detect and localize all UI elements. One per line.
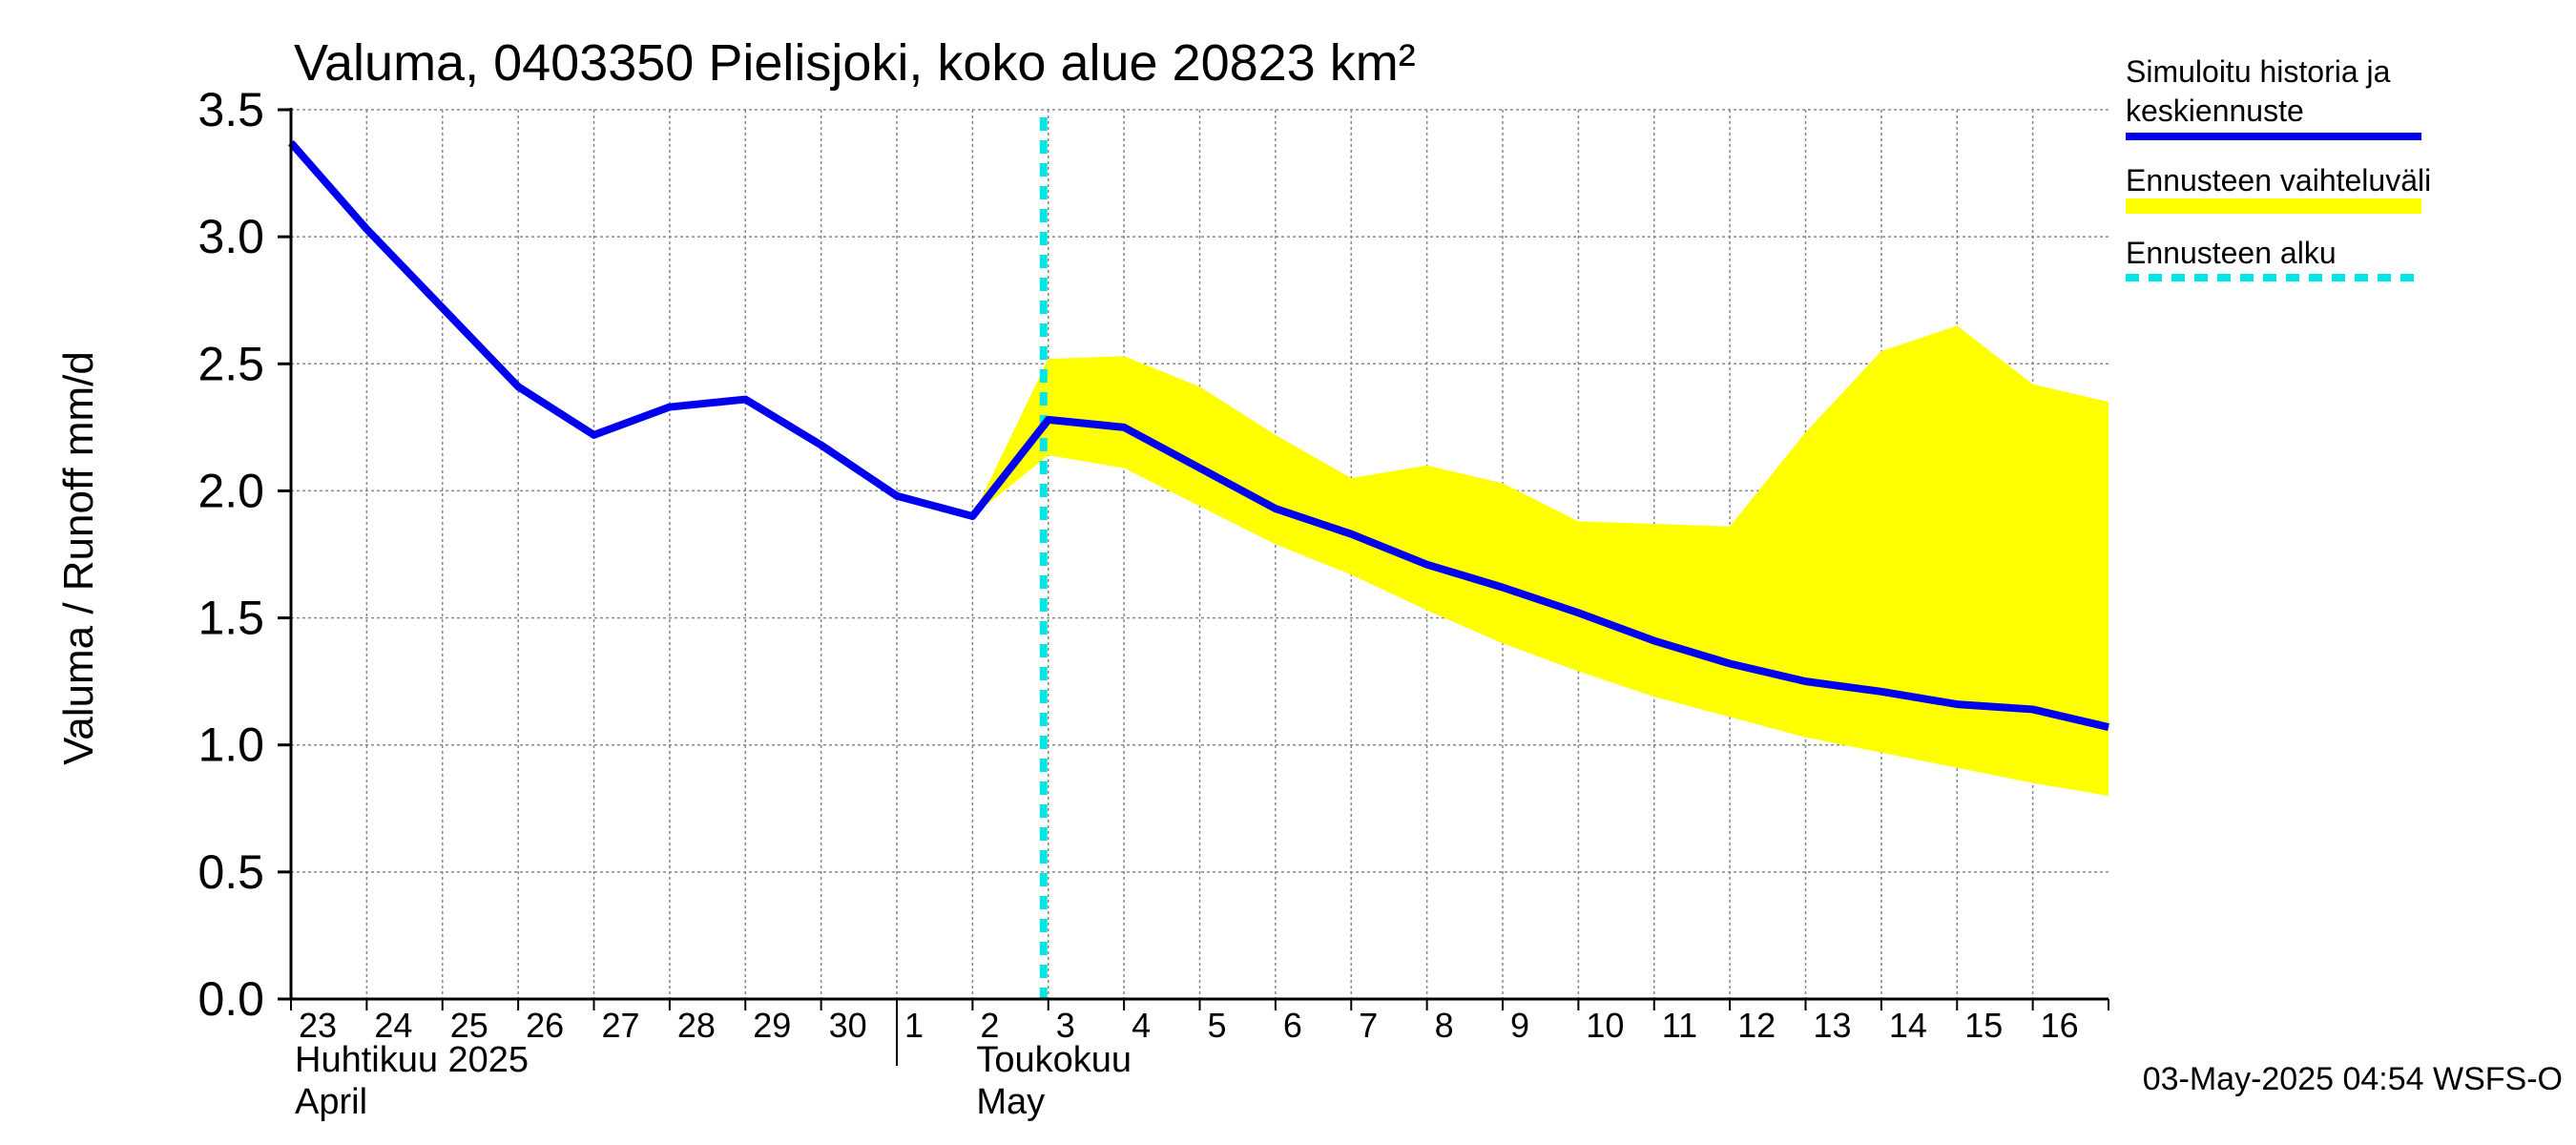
- legend: Simuloitu historia ja keskiennuste Ennuste…: [2126, 54, 2431, 281]
- series-point: [1729, 663, 1731, 665]
- x-tick-label: 26: [526, 1006, 564, 1045]
- footer-timestamp: 03-May-2025 04:54 WSFS-O: [2143, 1061, 2563, 1097]
- axes: [278, 108, 2109, 1066]
- series-point: [1577, 612, 1579, 614]
- x-tick-label: 25: [450, 1006, 488, 1045]
- forecast-range-band: [972, 325, 2109, 796]
- legend-label-simulated: Simuloitu historia ja: [2126, 54, 2391, 89]
- series-point: [1956, 703, 1958, 705]
- series-point: [365, 228, 367, 230]
- x-tick-labels: 23 24 25 26 27 28 29 30 1 2 3 4 5 6 7 8 9 10 11 12 13 14 15 16: [299, 1006, 2079, 1045]
- x-tick-label: 7: [1359, 1006, 1378, 1045]
- x-tick-label: 3: [1056, 1006, 1075, 1045]
- x-tick-label: 12: [1737, 1006, 1776, 1045]
- x-tick-label: 15: [1964, 1006, 2003, 1045]
- forecast-band-area: [972, 325, 2109, 796]
- series-point: [1275, 508, 1277, 510]
- y-tick-label: 2.5: [197, 337, 264, 390]
- x-tick-label: 2: [980, 1006, 999, 1045]
- series-point: [593, 434, 594, 436]
- series-point: [517, 385, 519, 387]
- x-tick-label: 5: [1208, 1006, 1227, 1045]
- y-tick-label: 0.0: [197, 972, 264, 1026]
- x-tick-label: 28: [677, 1006, 716, 1045]
- x-tick-label: 9: [1510, 1006, 1529, 1045]
- x-tick-label: 1: [904, 1006, 924, 1045]
- y-tick-labels: 0.0 0.5 1.0 1.5 2.0 2.5 3.0 3.5: [197, 83, 264, 1026]
- y-tick-label: 3.0: [197, 210, 264, 263]
- month-label-line2: April: [295, 1082, 367, 1122]
- series-point: [1805, 680, 1806, 682]
- month-label-line1: Toukokuu: [976, 1040, 1132, 1080]
- x-tick-label: 23: [299, 1006, 337, 1045]
- legend-label-range: Ennusteen vaihteluväli: [2126, 163, 2431, 198]
- chart-title: Valuma, 0403350 Pielisjoki, koko alue 20…: [294, 34, 1416, 92]
- x-tick-label: 30: [829, 1006, 867, 1045]
- series-point: [442, 307, 444, 309]
- month-label-line1: Huhtikuu 2025: [295, 1040, 529, 1080]
- x-tick-label: 8: [1435, 1006, 1454, 1045]
- x-tick-label: 27: [602, 1006, 640, 1045]
- legend-label-simulated-cont: keskiennuste: [2126, 94, 2304, 128]
- x-tick-label: 13: [1814, 1006, 1852, 1045]
- series-point: [971, 515, 973, 517]
- x-tick-label: 16: [2041, 1006, 2079, 1045]
- series-point: [744, 399, 746, 401]
- grid-lines: [291, 109, 2109, 999]
- series-point: [1350, 533, 1352, 535]
- series-point: [2032, 708, 2034, 710]
- y-tick-label: 2.0: [197, 464, 264, 517]
- x-tick-label: 14: [1889, 1006, 1927, 1045]
- x-tick-label: 6: [1283, 1006, 1302, 1045]
- y-axis-label: Valuma / Runoff mm/d: [55, 351, 102, 765]
- y-tick-label: 3.5: [197, 83, 264, 136]
- x-tick-label: 11: [1662, 1006, 1697, 1045]
- series-point: [1880, 691, 1882, 693]
- y-tick-label: 1.5: [197, 592, 264, 645]
- series-point: [896, 495, 898, 497]
- series-point: [1048, 419, 1049, 421]
- x-tick-label: 24: [374, 1006, 412, 1045]
- x-tick-label: 4: [1132, 1006, 1151, 1045]
- series-point: [1426, 564, 1428, 566]
- month-label-line2: May: [976, 1082, 1045, 1122]
- legend-label-forecast-start: Ennusteen alku: [2126, 236, 2337, 270]
- x-tick-label: 10: [1586, 1006, 1624, 1045]
- y-tick-label: 0.5: [197, 845, 264, 899]
- series-point: [1653, 640, 1655, 642]
- legend-swatch-range: [2126, 198, 2421, 214]
- x-tick-label: 29: [753, 1006, 791, 1045]
- series-point: [669, 406, 671, 408]
- y-tick-label: 1.0: [197, 718, 264, 772]
- series-point: [1502, 587, 1504, 589]
